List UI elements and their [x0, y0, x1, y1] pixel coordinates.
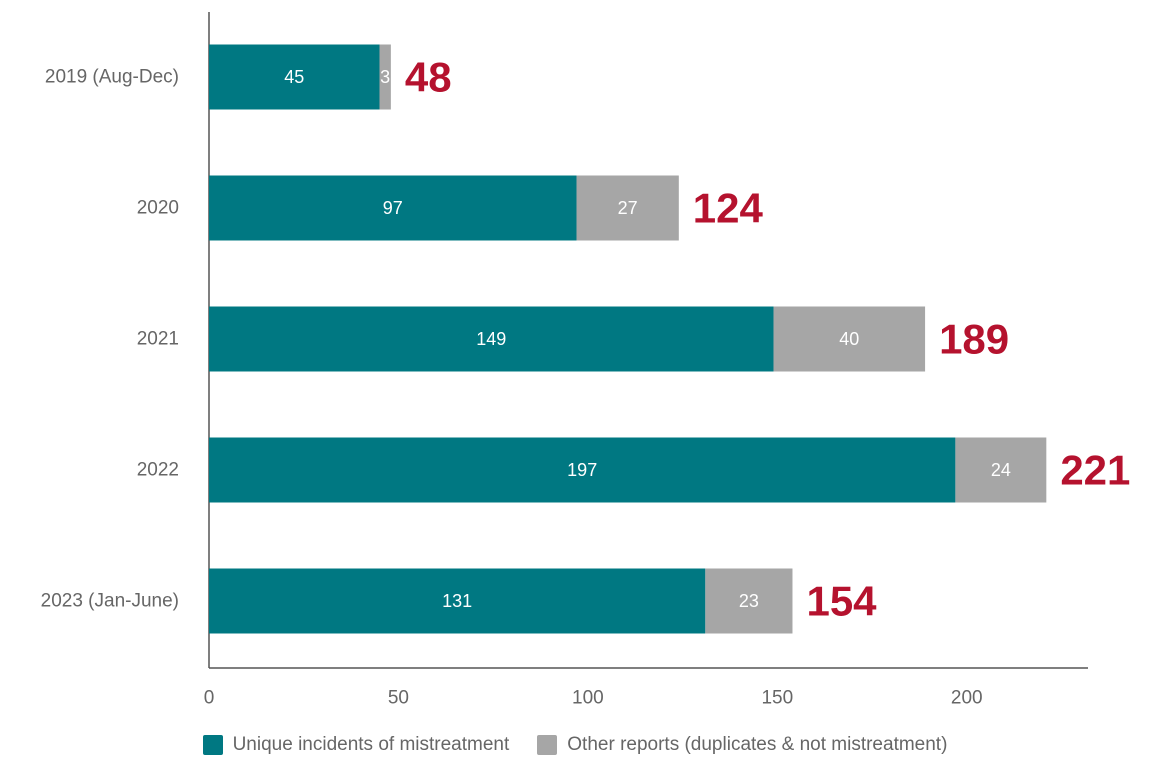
total-label: 189: [939, 316, 1009, 363]
bar-other-segment: [576, 175, 679, 241]
data-label-unique: 149: [476, 329, 506, 349]
category-label: 2022: [137, 460, 179, 481]
x-tick-label: 50: [388, 688, 409, 709]
legend-swatch-other: [537, 735, 558, 755]
x-tick-label: 100: [572, 688, 604, 709]
data-label-other: 3: [380, 67, 390, 87]
data-label-other: 27: [618, 198, 638, 218]
legend-label-other: Other reports (duplicates & not mistreat…: [567, 734, 948, 755]
total-label: 48: [405, 54, 452, 101]
legend-label-unique: Unique incidents of mistreatment: [232, 734, 510, 755]
x-tick-label: 0: [204, 688, 215, 709]
stacked-bar-chart: 2019 (Aug-Dec) 45 3 48 2020 97 27 124 2021 149 40 1…: [41, 12, 1130, 709]
category-label: 2023 (Jan-June): [41, 591, 179, 612]
total-label: 221: [1060, 447, 1130, 494]
legend-item-other: Other reports (duplicates & not mistreat…: [537, 734, 947, 756]
total-label: 124: [693, 185, 764, 232]
bar-unique-segment: [209, 306, 774, 372]
data-label-unique: 197: [567, 460, 597, 480]
x-tick-label: 200: [951, 688, 983, 709]
data-label-unique: 97: [383, 198, 403, 218]
total-label: 154: [806, 578, 877, 625]
data-label-other: 24: [991, 460, 1011, 480]
legend: Unique incidents of mistreatment Other r…: [0, 730, 1150, 760]
category-label: 2021: [137, 329, 179, 350]
legend-item-unique: Unique incidents of mistreatment: [202, 734, 510, 756]
bar-other-segment: [379, 44, 391, 110]
bar-unique-segment: [209, 568, 706, 634]
bar-unique-segment: [209, 44, 380, 110]
bar-unique-segment: [209, 175, 577, 241]
legend-swatch-unique: [202, 735, 223, 755]
data-label-other: 23: [739, 591, 759, 611]
data-label-unique: 45: [284, 67, 304, 87]
data-label-other: 40: [839, 329, 859, 349]
bar-other-segment: [955, 437, 1047, 503]
data-label-unique: 131: [442, 591, 472, 611]
bar-other-segment: [705, 568, 793, 634]
x-tick-label: 150: [761, 688, 793, 709]
category-label: 2019 (Aug-Dec): [45, 67, 179, 88]
bar-unique-segment: [209, 437, 956, 503]
category-label: 2020: [137, 198, 179, 219]
bar-other-segment: [773, 306, 926, 372]
